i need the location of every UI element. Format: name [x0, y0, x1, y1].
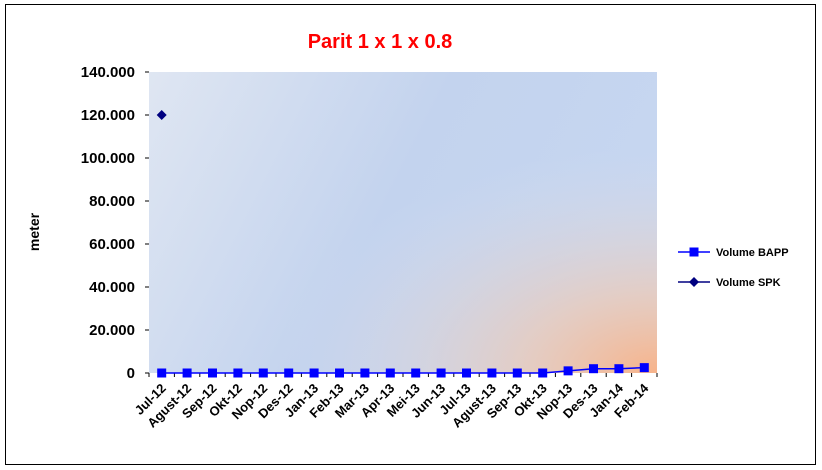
y-tick-label: 20.000 [89, 322, 135, 339]
y-tick-label: 100.000 [81, 150, 135, 167]
y-tick-label: 60.000 [89, 236, 135, 253]
legend-label: Volume BAPP [716, 247, 789, 259]
y-tick-label: 0 [127, 365, 135, 382]
data-point [487, 368, 497, 378]
legend-marker [689, 277, 699, 287]
data-point [411, 368, 421, 378]
chart-title: Parit 1 x 1 x 0.8 [308, 31, 453, 53]
data-point [182, 368, 192, 378]
legend-item: Volume SPK [678, 277, 781, 289]
data-point [156, 110, 167, 120]
data-point [436, 368, 446, 378]
y-tick-label: 40.000 [89, 279, 135, 296]
data-point [157, 368, 167, 378]
plot-area [149, 72, 657, 373]
y-tick-label: 120.000 [81, 107, 135, 124]
data-point [512, 368, 522, 378]
line-chart: Parit 1 x 1 x 0.8 meter 0 20.000 40.000 60.… [26, 31, 789, 430]
data-point [538, 368, 548, 378]
data-point [589, 364, 598, 374]
data-point [208, 368, 217, 378]
data-point [233, 368, 243, 378]
series-layer [156, 110, 649, 378]
data-point [335, 368, 344, 378]
data-point [284, 368, 294, 378]
chart-frame: Parit 1 x 1 x 0.8 meter 0 20.000 40.000 60.… [5, 4, 816, 465]
data-point [258, 368, 268, 378]
y-tick-label: 140.000 [81, 64, 135, 81]
data-point [462, 368, 471, 378]
legend-marker [689, 247, 699, 257]
data-point [385, 368, 395, 378]
y-axis: 0 20.000 40.000 60.000 80.000 100.000 120.000 1… [81, 64, 149, 382]
data-point [360, 368, 370, 378]
series-volume-spk [156, 110, 167, 120]
x-axis: Jul-12Agust-12Sep-12Okt-12Nop-12Des-12Ja… [132, 373, 658, 430]
data-point [639, 363, 649, 373]
data-point [614, 364, 624, 374]
data-point [309, 368, 319, 378]
y-axis-label: meter [26, 212, 42, 251]
legend: Volume BAPP Volume SPK [678, 247, 789, 289]
series-volume-bapp [157, 363, 649, 378]
legend-label: Volume SPK [716, 277, 781, 289]
data-point [563, 366, 573, 376]
y-tick-label: 80.000 [89, 193, 135, 210]
legend-item: Volume BAPP [678, 247, 789, 259]
